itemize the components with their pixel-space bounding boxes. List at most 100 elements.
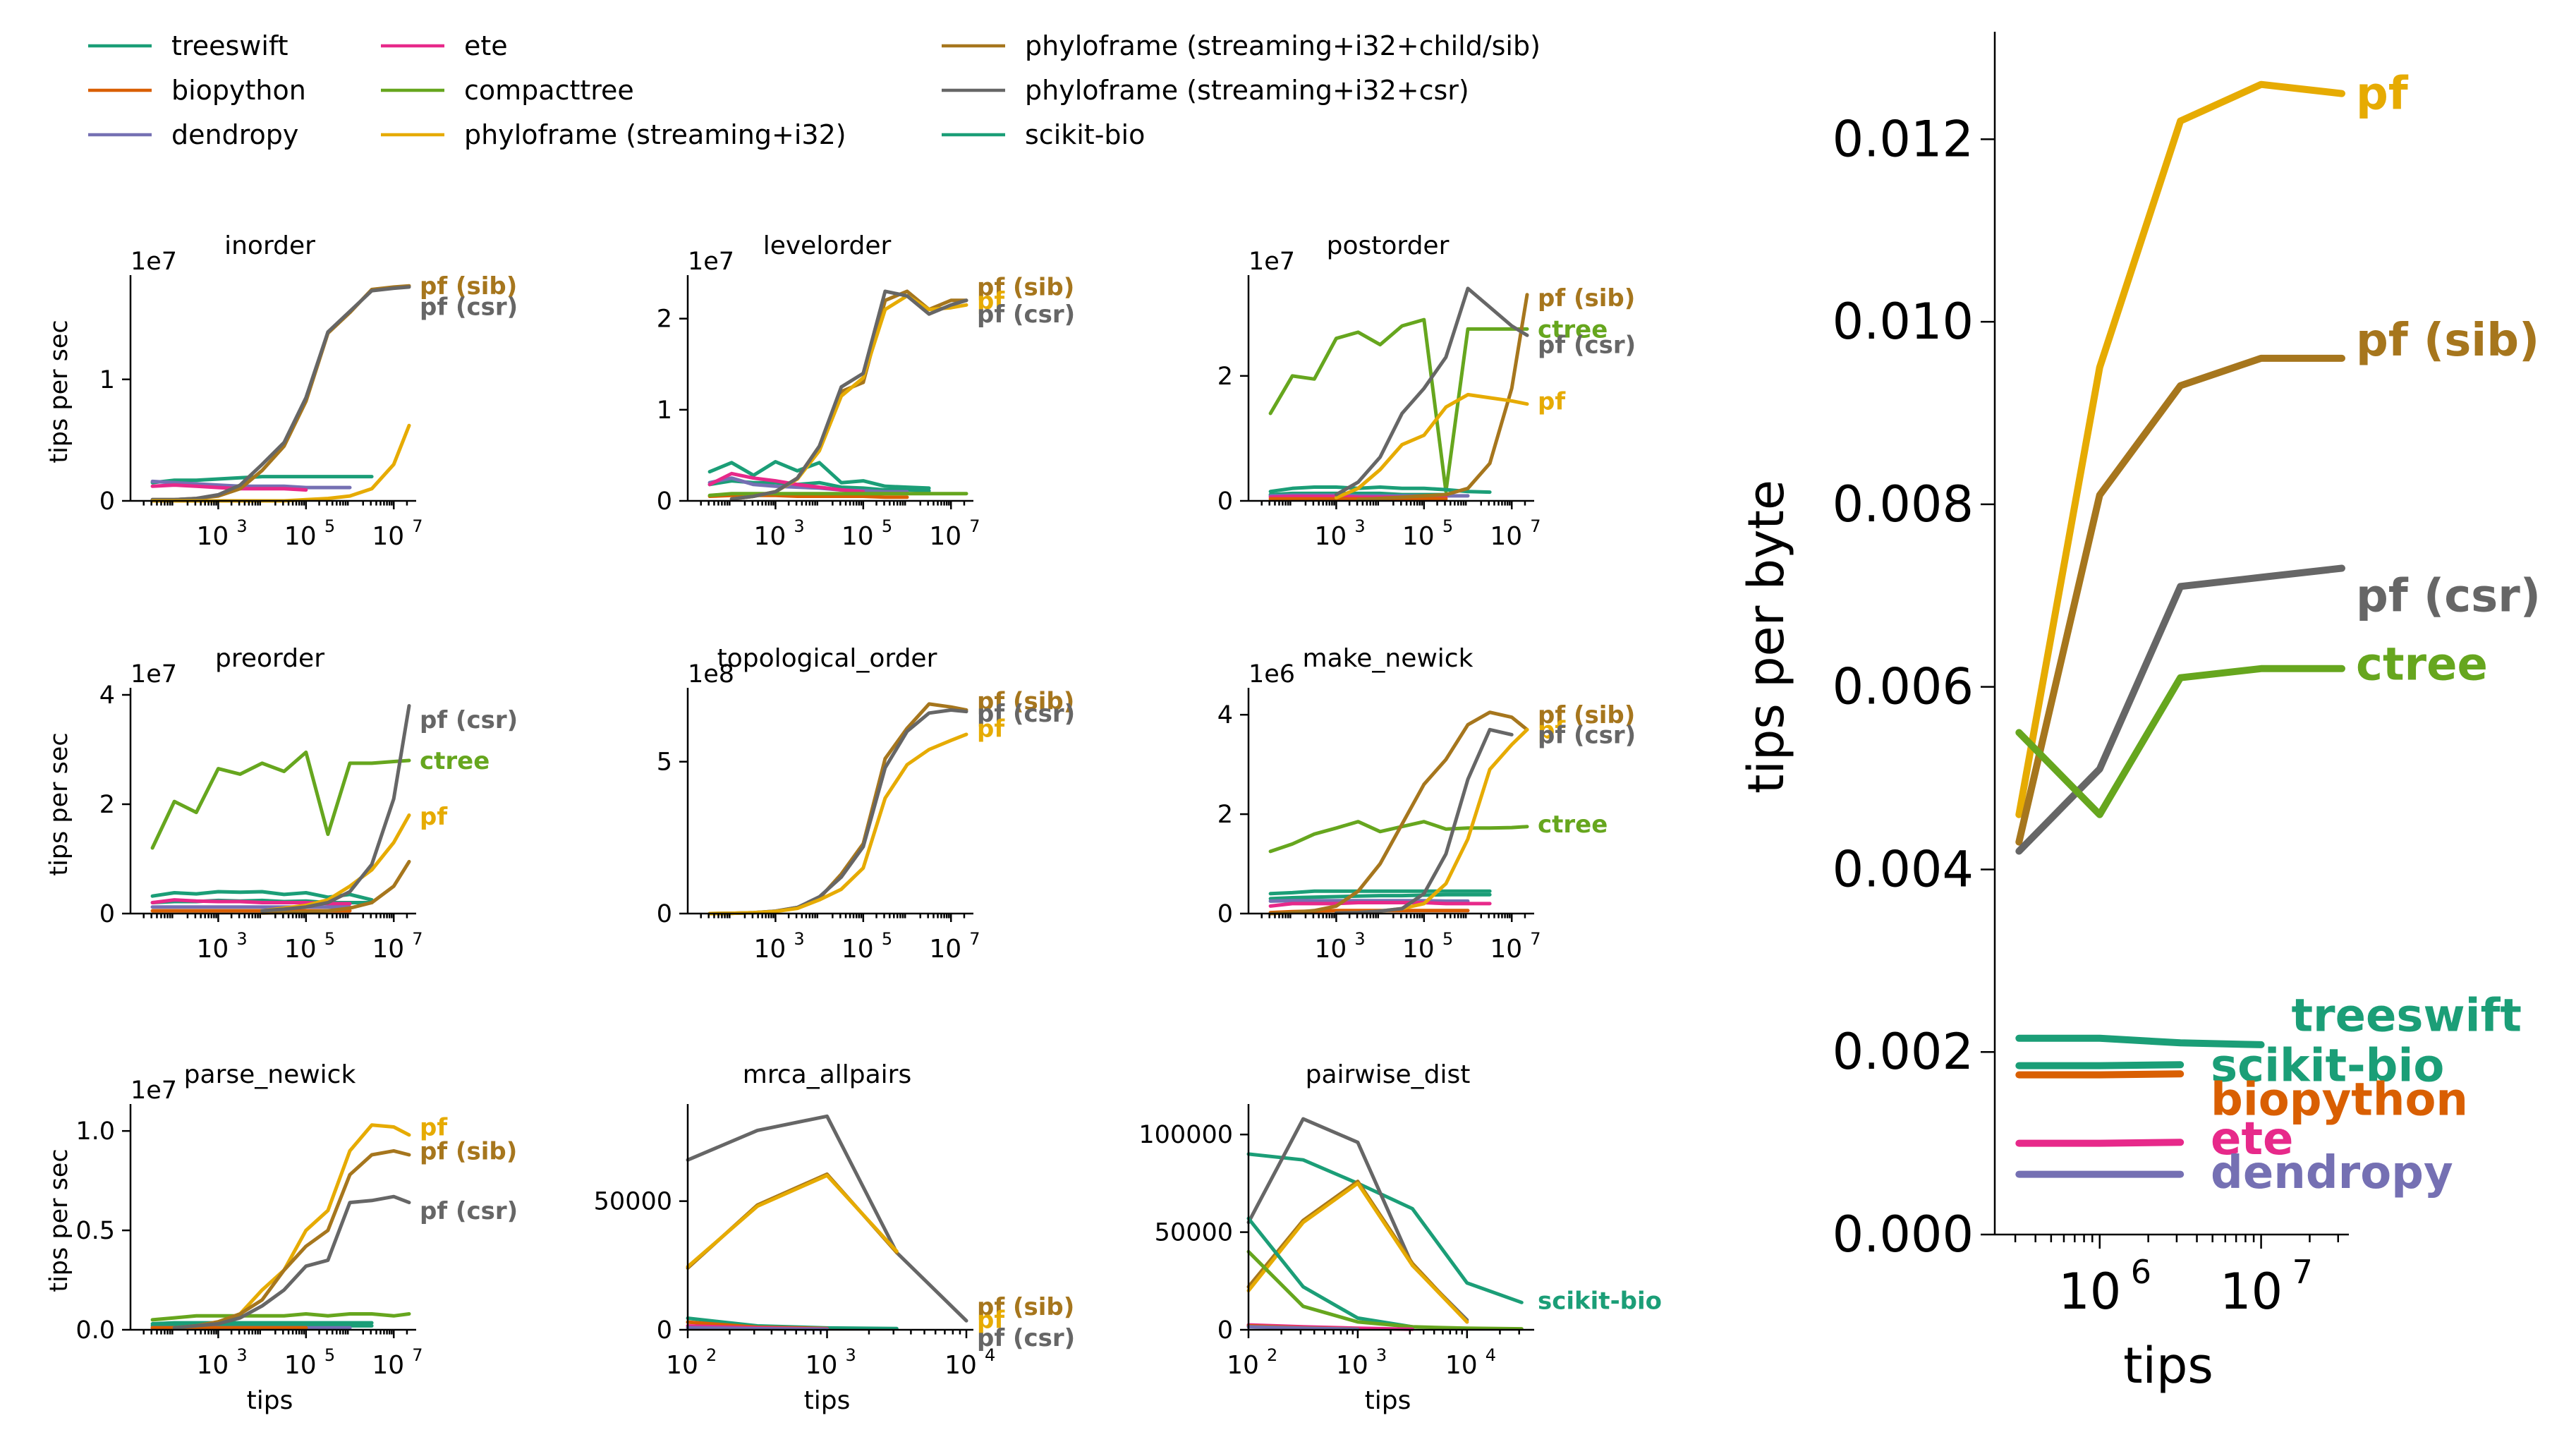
series-line-pf_sib — [150, 284, 411, 502]
x-tick-label: 10 — [1336, 1351, 1368, 1380]
x-tick-label: 10 — [284, 935, 317, 964]
y-tick-label: 1.0 — [75, 1117, 115, 1146]
legend-label-pf_sib: phyloframe (streaming+i32+child/sib) — [1025, 30, 1541, 61]
x-tick-exponent: 7 — [969, 516, 980, 536]
legend: treeswift biopython dendropy ete compacttree… — [88, 30, 1541, 150]
series-line-pf_sib — [172, 1148, 411, 1330]
x-tick-label: 10 — [1315, 522, 1347, 551]
y-tick-label: 0.002 — [1833, 1023, 1974, 1081]
series-line-pf_csr — [729, 289, 968, 501]
series-line-pf_csr — [686, 1114, 968, 1323]
series-label-compacttree: ctree — [1538, 315, 1608, 344]
x-tick-label: 10 — [1490, 935, 1522, 964]
y-offset-label: 1e7 — [130, 1077, 177, 1105]
x-tick-exponent: 3 — [846, 1345, 856, 1365]
series-line-pf — [260, 813, 411, 913]
series-label-scikit: scikit-bio — [2211, 1041, 2444, 1093]
series-label-pf_sib: pf (sib) — [2356, 315, 2539, 367]
x-tick-label: 10 — [842, 522, 874, 551]
x-tick-exponent: 2 — [706, 1345, 717, 1365]
y-offset-label: 1e7 — [688, 248, 734, 276]
series-line-pf_csr — [2015, 564, 2345, 855]
x-tick-exponent: 7 — [412, 1345, 423, 1365]
legend-label-treeswift: treeswift — [171, 30, 288, 61]
series-line-pf_csr — [150, 285, 411, 502]
panel-title: inorder — [224, 231, 315, 260]
x-tick-label: 10 — [806, 1351, 838, 1380]
x-tick-exponent: 5 — [882, 516, 892, 536]
series-line-pf_csr — [1334, 727, 1514, 915]
y-tick-label: 2 — [1217, 363, 1233, 391]
series-line-biopython — [707, 493, 909, 499]
series-line-treeswift — [707, 460, 931, 490]
series-line-compacttree — [1268, 820, 1529, 854]
series-label-pf: pf — [977, 1306, 1005, 1334]
panel-title: mrca_allpairs — [743, 1060, 911, 1089]
y-offset-label: 1e7 — [1248, 248, 1295, 276]
panel-title: parse_newick — [184, 1060, 356, 1089]
x-tick-exponent: 7 — [1530, 516, 1541, 536]
y-tick-label: 0 — [1217, 900, 1233, 928]
x-tick-exponent: 5 — [882, 929, 892, 949]
series-label-pf_sib: pf (sib) — [977, 1293, 1074, 1321]
x-tick-exponent: 4 — [985, 1345, 995, 1365]
y-offset-label: 1e8 — [688, 660, 734, 689]
series-line-pf_sib — [1356, 293, 1529, 502]
x-tick-label: 10 — [1315, 935, 1347, 964]
x-axis-label: tips — [247, 1386, 293, 1415]
legend-label-pf_csr: phyloframe (streaming+i32+csr) — [1025, 75, 1469, 106]
series-label-pf: pf — [2356, 68, 2409, 121]
panel-preorder: 0 2 4 10 3 10 5 10 7 1e7 preorder tips per sec pf (c… — [45, 644, 518, 964]
y-tick-label: 0.5 — [75, 1217, 115, 1245]
series-label-pf: pf — [1538, 716, 1566, 744]
legend-label-dendropy: dendropy — [171, 119, 298, 150]
x-tick-label: 10 — [754, 522, 786, 551]
x-tick-label: 10 — [754, 935, 786, 964]
y-tick-label: 4 — [1217, 701, 1233, 729]
x-tick-label: 10 — [372, 522, 404, 551]
x-tick-label: 10 — [197, 1351, 229, 1380]
y-offset-label: 1e6 — [1248, 660, 1295, 689]
series-label-treeswift: treeswift — [2291, 990, 2522, 1042]
y-tick-label: 0 — [657, 900, 672, 928]
series-label-pf: pf — [977, 287, 1005, 315]
x-tick-exponent: 7 — [1530, 929, 1541, 949]
series-label-scikit: scikit-bio — [1538, 1287, 1662, 1315]
series-line-treeswift — [150, 475, 374, 485]
x-tick-label: 10 — [929, 935, 961, 964]
panel-tips-per-byte: 0.000 0.002 0.004 0.006 0.008 0.010 0.012 10 6 10… — [1737, 32, 2541, 1395]
x-tick-label: 10 — [1227, 1351, 1259, 1380]
series-label-pf_sib: pf (sib) — [1538, 284, 1635, 313]
series-label-pf_csr: pf (csr) — [977, 700, 1075, 728]
y-axis-label: tips per byte — [1737, 480, 1795, 794]
y-tick-label: 0 — [657, 1316, 672, 1345]
y-tick-label: 2 — [99, 791, 115, 819]
series-line-pf_csr — [172, 1194, 411, 1330]
y-tick-label: 0.004 — [1833, 840, 1974, 898]
y-axis-label: tips per sec — [45, 732, 73, 875]
series-line-pf — [686, 1173, 899, 1269]
series-label-pf_csr: pf (csr) — [977, 1324, 1075, 1352]
panel-title: preorder — [215, 644, 324, 673]
series-label-pf_csr: pf (csr) — [420, 293, 518, 321]
x-tick-label: 10 — [666, 1351, 698, 1380]
series-line-compacttree — [1246, 1249, 1524, 1331]
x-axis-label: tips — [804, 1386, 851, 1415]
series-line-treeswift — [1268, 485, 1492, 495]
series-line-pf — [2015, 80, 2345, 818]
y-offset-label: 1e7 — [130, 660, 177, 689]
x-tick-exponent: 7 — [969, 929, 980, 949]
series-label-pf_csr: pf (csr) — [420, 706, 518, 734]
series-label-compacttree: ctree — [1538, 811, 1608, 839]
series-label-pf: pf — [420, 803, 448, 831]
series-label-pf_sib: pf (sib) — [420, 1137, 517, 1165]
x-tick-exponent: 3 — [794, 516, 804, 536]
y-tick-label: 50000 — [1155, 1219, 1233, 1247]
series-line-compacttree — [1268, 317, 1529, 494]
x-tick-label: 10 — [197, 935, 229, 964]
x-tick-label: 10 — [842, 935, 874, 964]
series-line-treeswift — [2015, 1034, 2265, 1048]
